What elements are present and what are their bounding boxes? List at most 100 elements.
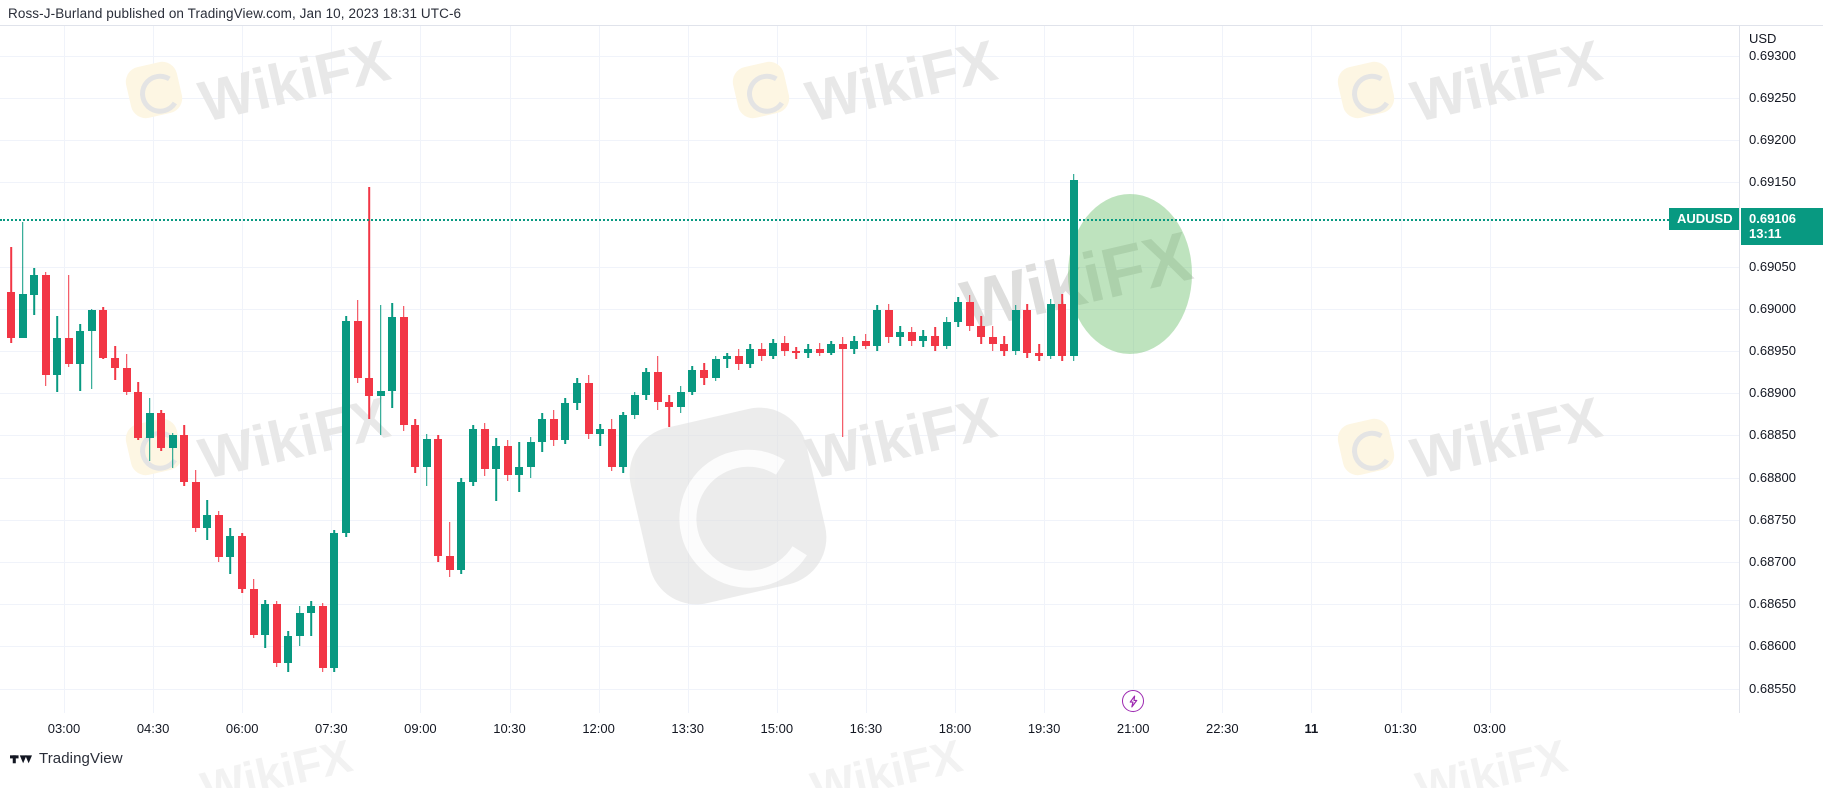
candlestick (515, 442, 524, 492)
candle-wick (368, 187, 370, 419)
candlestick (815, 342, 824, 357)
candlestick (977, 315, 986, 345)
candle-body (434, 438, 443, 557)
candle-body (757, 349, 766, 357)
candlestick (238, 532, 246, 594)
candlestick (249, 578, 258, 638)
candle-body (284, 636, 293, 664)
candle-body (734, 356, 743, 364)
candle-body (30, 275, 39, 296)
time-axis-tick: 11 (1304, 721, 1319, 736)
candlestick (619, 411, 628, 473)
candlestick (203, 500, 212, 541)
candle-body (792, 351, 801, 353)
candlestick (630, 391, 639, 419)
current-price-time: 13:11 (1749, 226, 1782, 242)
candle-body (815, 349, 824, 353)
time-axis-tick: 15:00 (760, 721, 794, 736)
candlestick (145, 398, 154, 461)
candlestick (572, 378, 581, 411)
time-axis[interactable]: 03:00 04:30 06:00 07:30 09:00 10:30 12:00 13:30… (0, 713, 1823, 743)
candlestick (1000, 335, 1009, 357)
candlestick (469, 425, 477, 487)
tradingview-logo-icon (10, 754, 32, 763)
candle-body (226, 535, 235, 557)
candlestick (318, 602, 327, 672)
candlestick (272, 600, 281, 667)
wikifx-logo-icon (1334, 415, 1398, 479)
tradingview-logo[interactable]: TradingView (10, 750, 123, 767)
candle-body (746, 349, 755, 364)
price-axis-tick: 0.69250 (1749, 89, 1796, 105)
candlestick (688, 366, 697, 395)
price-axis[interactable]: USD 0.69300 0.69250 0.69200 0.69150 0.69050 0.… (1669, 26, 1823, 714)
candle-body (7, 291, 15, 339)
candle-body (954, 302, 963, 323)
candle-body (907, 332, 916, 341)
candlestick (1058, 293, 1067, 362)
candlestick (884, 303, 893, 343)
candlestick (284, 631, 293, 672)
candle-body (827, 344, 836, 353)
candlestick (711, 356, 720, 382)
candlestick (307, 600, 316, 637)
candle-wick (668, 394, 671, 427)
gridline-horizontal (0, 97, 1739, 99)
candle-body (572, 383, 581, 404)
candle-body (700, 369, 708, 378)
time-axis-tick: 10:30 (493, 721, 526, 736)
candle-body (711, 359, 720, 378)
candle-body (238, 535, 246, 590)
candlestick (746, 344, 755, 368)
price-axis-tick: 0.69300 (1749, 47, 1796, 63)
candle-body (723, 356, 732, 360)
candlestick (676, 386, 685, 414)
wikifx-watermark-text: WikiFX (1405, 385, 1608, 492)
candlestick (838, 337, 847, 438)
candlestick (850, 335, 859, 355)
candle-wick (449, 521, 451, 578)
candle-body (688, 369, 697, 392)
candle-body (18, 294, 27, 339)
candle-body (596, 428, 605, 434)
gridline-vertical (776, 26, 778, 714)
candlestick (434, 435, 443, 563)
candle-body (884, 310, 893, 338)
time-axis-tick: 03:00 (47, 721, 81, 736)
candlestick (261, 600, 270, 649)
candle-body (838, 344, 847, 350)
candle-body (630, 394, 639, 416)
candle-wick (67, 275, 70, 368)
candlestick (365, 187, 374, 419)
candle-body (399, 317, 408, 426)
wikifx-logo-icon (620, 398, 836, 614)
candlestick (191, 470, 200, 533)
candlestick (757, 342, 766, 362)
candle-body (526, 442, 535, 468)
price-axis-tick: 0.69050 (1749, 258, 1796, 274)
price-axis-tick: 0.68850 (1749, 427, 1796, 443)
current-price-value: 0.69106 (1749, 211, 1796, 227)
candle-wick (599, 423, 601, 446)
candlestick (122, 354, 131, 395)
chart-plot-area[interactable]: WikiFX WikiFX WikiFX WikiFX WikiFX WikiF… (0, 26, 1740, 714)
gridline-vertical (153, 26, 155, 714)
gridline-vertical (1489, 26, 1491, 714)
candle-body (99, 309, 108, 358)
candlestick (480, 422, 489, 476)
gridline-horizontal (0, 266, 1739, 268)
candle-body (1023, 310, 1032, 353)
candlestick (954, 296, 963, 328)
gridline-vertical (865, 26, 867, 714)
candlestick (30, 268, 39, 315)
current-price-badge[interactable]: AUDUSD 0.69106 13:11 (1669, 208, 1823, 246)
gridline-vertical (1044, 26, 1046, 714)
time-axis-tick: 12:00 (582, 721, 615, 736)
candlestick (134, 382, 143, 441)
candlestick (330, 529, 339, 672)
candle-body (919, 335, 928, 341)
candle-body (134, 392, 143, 438)
candle-body (168, 435, 177, 449)
candle-wick (495, 437, 497, 502)
economic-event-marker[interactable] (1122, 690, 1144, 712)
